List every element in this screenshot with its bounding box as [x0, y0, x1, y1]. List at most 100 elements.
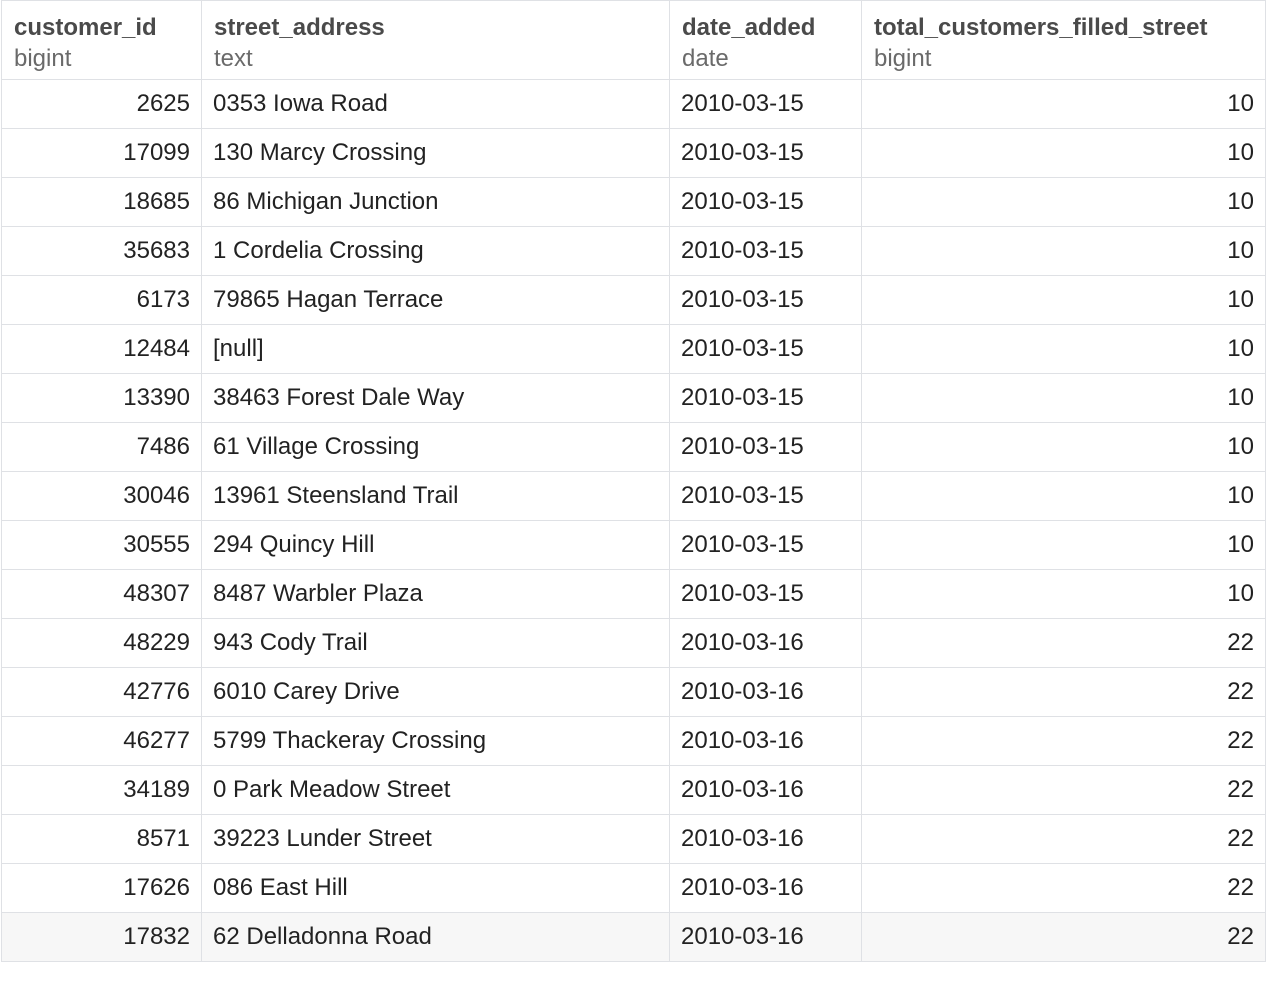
cell-date-added[interactable]: 2010-03-15	[669, 569, 862, 619]
table-row[interactable]: 17832 62 Delladonna Road 2010-03-16 22	[1, 912, 1266, 962]
cell-street-address[interactable]: 39223 Lunder Street	[201, 814, 670, 864]
cell-total-customers-filled-street[interactable]: 10	[861, 324, 1266, 374]
cell-customer-id[interactable]: 13390	[1, 373, 202, 423]
cell-street-address[interactable]: 6010 Carey Drive	[201, 667, 670, 717]
table-row[interactable]: 2625 0353 Iowa Road 2010-03-15 10	[1, 79, 1266, 129]
cell-customer-id[interactable]: 18685	[1, 177, 202, 227]
cell-date-added[interactable]: 2010-03-15	[669, 226, 862, 276]
cell-total-customers-filled-street[interactable]: 10	[861, 226, 1266, 276]
cell-total-customers-filled-street[interactable]: 22	[861, 667, 1266, 717]
column-type: date	[682, 45, 729, 72]
cell-customer-id[interactable]: 46277	[1, 716, 202, 766]
column-header-customer-id[interactable]: customer_id bigint	[1, 0, 202, 80]
cell-street-address[interactable]: 61 Village Crossing	[201, 422, 670, 472]
cell-date-added[interactable]: 2010-03-15	[669, 471, 862, 521]
cell-date-added[interactable]: 2010-03-16	[669, 716, 862, 766]
cell-total-customers-filled-street[interactable]: 10	[861, 471, 1266, 521]
cell-customer-id[interactable]: 17832	[1, 912, 202, 962]
cell-total-customers-filled-street[interactable]: 10	[861, 79, 1266, 129]
cell-date-added[interactable]: 2010-03-15	[669, 177, 862, 227]
cell-date-added[interactable]: 2010-03-15	[669, 324, 862, 374]
table-row[interactable]: 18685 86 Michigan Junction 2010-03-15 10	[1, 177, 1266, 227]
column-name: customer_id	[14, 14, 157, 41]
cell-street-address[interactable]: 294 Quincy Hill	[201, 520, 670, 570]
column-header-date-added[interactable]: date_added date	[669, 0, 862, 80]
table-row[interactable]: 17099 130 Marcy Crossing 2010-03-15 10	[1, 128, 1266, 178]
cell-street-address[interactable]: 0 Park Meadow Street	[201, 765, 670, 815]
cell-total-customers-filled-street[interactable]: 22	[861, 863, 1266, 913]
cell-date-added[interactable]: 2010-03-15	[669, 275, 862, 325]
cell-date-added[interactable]: 2010-03-16	[669, 814, 862, 864]
cell-total-customers-filled-street[interactable]: 22	[861, 912, 1266, 962]
cell-customer-id[interactable]: 2625	[1, 79, 202, 129]
cell-customer-id[interactable]: 6173	[1, 275, 202, 325]
table-row[interactable]: 7486 61 Village Crossing 2010-03-15 10	[1, 422, 1266, 472]
table-row[interactable]: 17626 086 East Hill 2010-03-16 22	[1, 863, 1266, 913]
cell-total-customers-filled-street[interactable]: 22	[861, 814, 1266, 864]
table-row[interactable]: 13390 38463 Forest Dale Way 2010-03-15 10	[1, 373, 1266, 423]
cell-total-customers-filled-street[interactable]: 10	[861, 275, 1266, 325]
cell-street-address[interactable]: 13961 Steensland Trail	[201, 471, 670, 521]
cell-total-customers-filled-street[interactable]: 10	[861, 520, 1266, 570]
cell-date-added[interactable]: 2010-03-16	[669, 863, 862, 913]
cell-customer-id[interactable]: 8571	[1, 814, 202, 864]
column-header-total-customers-filled-street[interactable]: total_customers_filled_street bigint	[861, 0, 1266, 80]
cell-street-address[interactable]: 130 Marcy Crossing	[201, 128, 670, 178]
cell-street-address[interactable]: 0353 Iowa Road	[201, 79, 670, 129]
cell-date-added[interactable]: 2010-03-15	[669, 373, 862, 423]
table-row[interactable]: 30046 13961 Steensland Trail 2010-03-15 10	[1, 471, 1266, 521]
cell-street-address[interactable]: 38463 Forest Dale Way	[201, 373, 670, 423]
cell-total-customers-filled-street[interactable]: 22	[861, 618, 1266, 668]
cell-total-customers-filled-street[interactable]: 10	[861, 373, 1266, 423]
cell-street-address[interactable]: 1 Cordelia Crossing	[201, 226, 670, 276]
cell-total-customers-filled-street[interactable]: 10	[861, 422, 1266, 472]
table-row[interactable]: 30555 294 Quincy Hill 2010-03-15 10	[1, 520, 1266, 570]
cell-total-customers-filled-street[interactable]: 10	[861, 128, 1266, 178]
cell-street-address[interactable]: 086 East Hill	[201, 863, 670, 913]
table-row[interactable]: 35683 1 Cordelia Crossing 2010-03-15 10	[1, 226, 1266, 276]
cell-street-address[interactable]: 62 Delladonna Road	[201, 912, 670, 962]
table-row[interactable]: 6173 79865 Hagan Terrace 2010-03-15 10	[1, 275, 1266, 325]
table-row[interactable]: 48229 943 Cody Trail 2010-03-16 22	[1, 618, 1266, 668]
cell-date-added[interactable]: 2010-03-15	[669, 520, 862, 570]
cell-total-customers-filled-street[interactable]: 10	[861, 569, 1266, 619]
cell-street-address[interactable]: 86 Michigan Junction	[201, 177, 670, 227]
grid-body: 2625 0353 Iowa Road 2010-03-15 10 17099 130 M…	[1, 79, 1266, 962]
cell-customer-id[interactable]: 42776	[1, 667, 202, 717]
cell-date-added[interactable]: 2010-03-16	[669, 667, 862, 717]
cell-customer-id[interactable]: 30046	[1, 471, 202, 521]
table-row[interactable]: 12484 [null] 2010-03-15 10	[1, 324, 1266, 374]
results-grid: customer_id bigint street_address text d…	[1, 0, 1266, 962]
cell-customer-id[interactable]: 48229	[1, 618, 202, 668]
cell-customer-id[interactable]: 17626	[1, 863, 202, 913]
cell-customer-id[interactable]: 30555	[1, 520, 202, 570]
cell-customer-id[interactable]: 12484	[1, 324, 202, 374]
column-name: street_address	[214, 14, 385, 41]
cell-total-customers-filled-street[interactable]: 22	[861, 765, 1266, 815]
table-row[interactable]: 42776 6010 Carey Drive 2010-03-16 22	[1, 667, 1266, 717]
cell-street-address[interactable]: 943 Cody Trail	[201, 618, 670, 668]
cell-total-customers-filled-street[interactable]: 10	[861, 177, 1266, 227]
table-row[interactable]: 34189 0 Park Meadow Street 2010-03-16 22	[1, 765, 1266, 815]
cell-street-address[interactable]: 79865 Hagan Terrace	[201, 275, 670, 325]
cell-date-added[interactable]: 2010-03-15	[669, 422, 862, 472]
cell-customer-id[interactable]: 48307	[1, 569, 202, 619]
header-row: customer_id bigint street_address text d…	[1, 0, 1266, 80]
column-header-street-address[interactable]: street_address text	[201, 0, 670, 80]
cell-street-address[interactable]: [null]	[201, 324, 670, 374]
cell-total-customers-filled-street[interactable]: 22	[861, 716, 1266, 766]
cell-street-address[interactable]: 5799 Thackeray Crossing	[201, 716, 670, 766]
table-row[interactable]: 8571 39223 Lunder Street 2010-03-16 22	[1, 814, 1266, 864]
cell-date-added[interactable]: 2010-03-15	[669, 79, 862, 129]
cell-date-added[interactable]: 2010-03-15	[669, 128, 862, 178]
cell-street-address[interactable]: 8487 Warbler Plaza	[201, 569, 670, 619]
cell-customer-id[interactable]: 34189	[1, 765, 202, 815]
cell-date-added[interactable]: 2010-03-16	[669, 912, 862, 962]
table-row[interactable]: 48307 8487 Warbler Plaza 2010-03-15 10	[1, 569, 1266, 619]
cell-customer-id[interactable]: 7486	[1, 422, 202, 472]
table-row[interactable]: 46277 5799 Thackeray Crossing 2010-03-16 22	[1, 716, 1266, 766]
cell-date-added[interactable]: 2010-03-16	[669, 765, 862, 815]
cell-date-added[interactable]: 2010-03-16	[669, 618, 862, 668]
cell-customer-id[interactable]: 17099	[1, 128, 202, 178]
cell-customer-id[interactable]: 35683	[1, 226, 202, 276]
